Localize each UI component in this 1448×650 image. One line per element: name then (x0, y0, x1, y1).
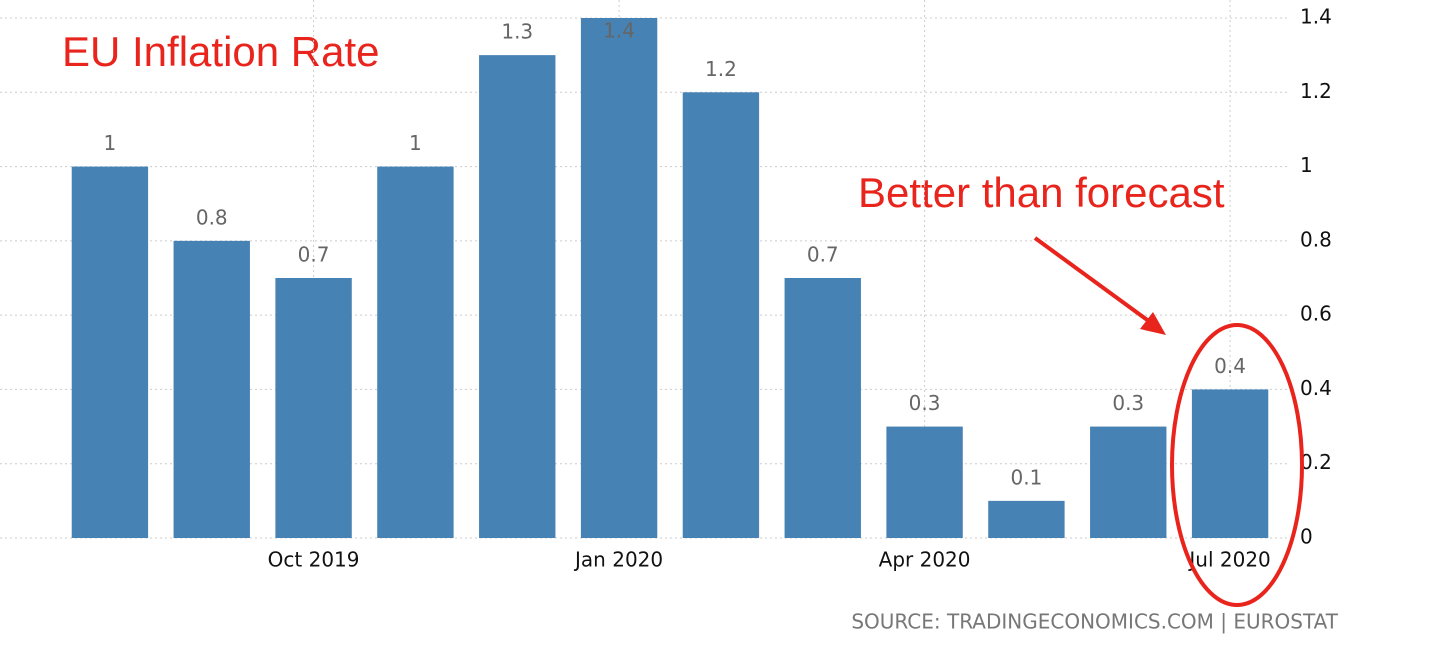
bar (886, 426, 963, 538)
bar (377, 166, 454, 539)
data-label: 0.1 (1011, 465, 1043, 489)
data-label: 1 (409, 131, 422, 155)
arrow-shaft (1033, 236, 1152, 324)
y-tick-label: 0.6 (1300, 302, 1332, 326)
source: SOURCE: TRADINGECONOMICS.COM | EUROSTAT (851, 610, 1338, 634)
bar (71, 166, 149, 539)
data-label: 1.4 (603, 19, 635, 43)
y-tick-label: 0 (1300, 525, 1313, 549)
y-tick-label: 1.2 (1300, 79, 1332, 103)
data-label: 0.7 (298, 243, 330, 267)
bar (275, 278, 352, 538)
arrow-head (1140, 312, 1166, 335)
y-tick-label: 0.8 (1300, 227, 1332, 251)
x-tick-label: Apr 2020 (879, 548, 971, 572)
data-label: 1.2 (705, 57, 737, 81)
data-label: 1.3 (501, 20, 533, 44)
bar (173, 240, 250, 538)
bar (1191, 389, 1269, 538)
y-tick-label: 1.4 (1300, 5, 1332, 29)
data-label: 0.7 (807, 243, 839, 267)
data-label: 0.3 (909, 391, 941, 415)
data-label: 1 (104, 131, 117, 155)
bar (580, 18, 658, 538)
bar (1090, 426, 1167, 538)
data-label: 0.4 (1214, 354, 1246, 378)
chart-title: EU Inflation Rate (62, 28, 380, 75)
data-label: 0.3 (1112, 391, 1144, 415)
x-tick-label: Jul 2020 (1187, 548, 1270, 572)
annotation: Better than forecast (858, 169, 1225, 216)
data-label: 0.8 (196, 205, 228, 229)
bar (682, 92, 760, 539)
bar (479, 55, 556, 539)
x-tick-label: Jan 2020 (573, 548, 663, 572)
x-tick-label: Oct 2019 (268, 548, 360, 572)
y-tick-label: 0.2 (1300, 450, 1332, 474)
bar (784, 278, 861, 538)
highlight-ellipse (1170, 323, 1304, 607)
y-tick-label: 1 (1300, 153, 1313, 177)
bar (988, 500, 1065, 538)
y-tick-label: 0.4 (1300, 376, 1332, 400)
